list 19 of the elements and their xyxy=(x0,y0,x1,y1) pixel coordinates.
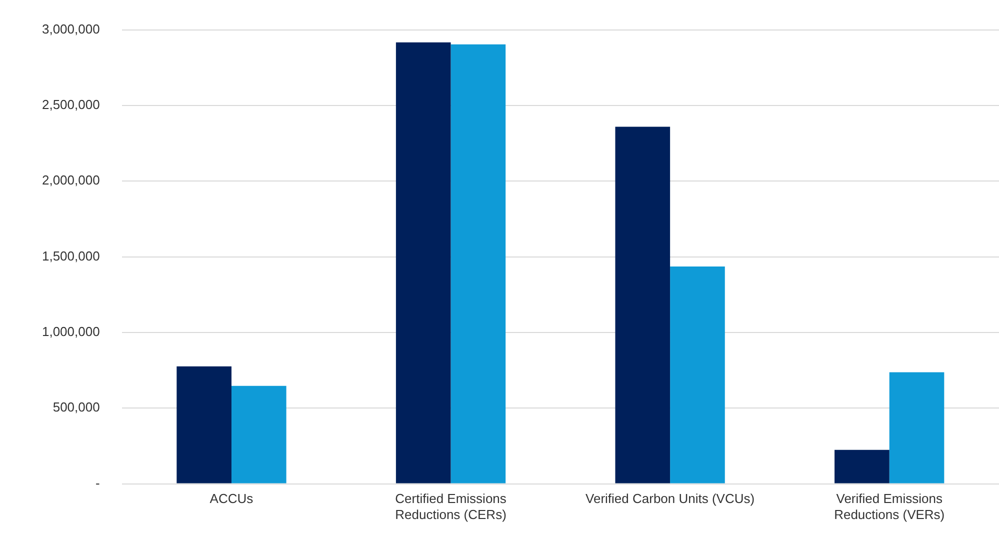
y-tick-label: 3,000,000 xyxy=(42,21,100,36)
bar xyxy=(834,450,890,484)
bar xyxy=(396,42,451,484)
bar xyxy=(231,386,286,484)
bar xyxy=(450,44,506,484)
y-tick-label: 500,000 xyxy=(52,400,100,415)
y-tick-label: 2,500,000 xyxy=(42,97,100,112)
bar xyxy=(615,126,670,484)
y-tick-label: 1,000,000 xyxy=(42,324,100,340)
x-tick-label: Verified Emissions Reductions (VERs) xyxy=(834,491,945,522)
y-tick-label: 2,000,000 xyxy=(42,172,100,188)
x-tick-label: Certified Emissions Reductions (CERs) xyxy=(395,491,507,522)
y-tick-label: 1,500,000 xyxy=(42,248,100,264)
x-tick-label: ACCUs xyxy=(210,491,254,506)
y-tick-label: - xyxy=(95,475,100,490)
x-tick-label: Verified Carbon Units (VCUs) xyxy=(586,491,755,506)
bar xyxy=(889,372,944,484)
bar xyxy=(176,366,232,484)
bar xyxy=(670,266,725,484)
